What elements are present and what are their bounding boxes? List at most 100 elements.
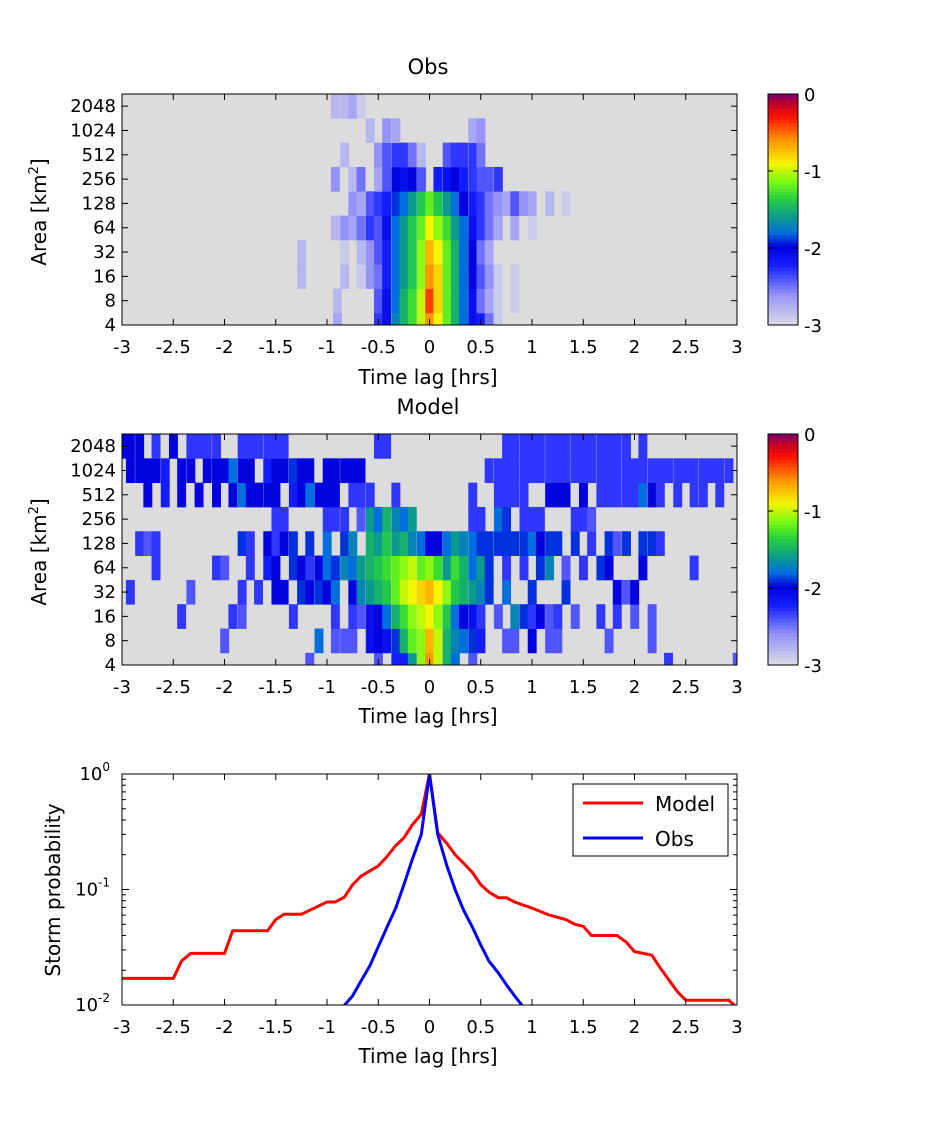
- obs-cell: [493, 264, 503, 289]
- model-y-tick-label: 512: [82, 485, 116, 506]
- obs-colorbar-segment: [768, 213, 798, 218]
- model-cell: [570, 531, 580, 556]
- obs-cell: [476, 215, 486, 241]
- obs-heatmap-cells: [297, 94, 571, 326]
- model-cell: [348, 628, 358, 654]
- model-cell: [450, 555, 460, 581]
- model-cell: [553, 482, 563, 508]
- model-cell: [630, 604, 640, 629]
- obs-cell: [340, 94, 350, 119]
- obs-cell: [433, 288, 443, 314]
- model-cell: [433, 628, 443, 654]
- obs-cell: [527, 191, 537, 216]
- obs-cell: [442, 142, 452, 168]
- model-cell: [570, 604, 580, 629]
- model-cell: [330, 555, 340, 581]
- obs-cell: [391, 191, 401, 216]
- model-cell: [587, 434, 597, 459]
- obs-cell: [391, 288, 401, 314]
- obs-cell: [468, 142, 478, 168]
- obs-cell: [407, 215, 417, 241]
- model-cell: [177, 458, 187, 484]
- model-cell: [604, 628, 614, 654]
- model-cell: [279, 434, 289, 459]
- model-cell: [271, 434, 281, 459]
- model-cell: [356, 555, 366, 581]
- model-cell: [245, 458, 255, 484]
- obs-cell: [476, 118, 486, 144]
- obs-x-tick-label: -0.5: [361, 337, 396, 358]
- model-cell: [655, 458, 665, 484]
- model-cell: [587, 531, 597, 556]
- model-colorbar-segment: [768, 498, 798, 504]
- obs-y-tick-label: 2048: [70, 96, 116, 117]
- obs-colorbar-segment: [768, 296, 798, 301]
- model-cell: [143, 531, 153, 556]
- model-colorbar-segment: [768, 545, 798, 550]
- obs-y-tick-label: 16: [93, 266, 116, 287]
- model-cell: [578, 555, 588, 581]
- line-x-tick-label: 2: [629, 1017, 640, 1038]
- model-cell: [135, 531, 145, 556]
- model-cell: [527, 458, 537, 484]
- model-cell: [391, 555, 401, 581]
- model-cell: [373, 531, 383, 556]
- obs-colorbar-segment: [768, 94, 798, 99]
- model-colorbar-segment: [768, 610, 798, 615]
- model-cell: [382, 434, 392, 459]
- obs-colorbar-segment: [768, 166, 798, 171]
- obs-cell: [468, 239, 478, 265]
- model-cell: [468, 652, 478, 666]
- model-cell: [570, 506, 580, 532]
- model-cell: [476, 531, 486, 556]
- obs-cell: [382, 191, 392, 216]
- model-cell: [612, 604, 622, 629]
- model-cell: [279, 531, 289, 556]
- model-cell: [519, 482, 529, 508]
- obs-colorbar-segment: [768, 158, 798, 164]
- obs-cell: [382, 142, 392, 168]
- obs-colorbar-segment: [768, 108, 798, 113]
- obs-y-tick-label: 64: [93, 218, 116, 239]
- model-cell: [212, 434, 221, 459]
- model-cell: [417, 628, 426, 654]
- model-cell: [373, 555, 383, 581]
- line-y-axis: 100 10-1 10-2: [75, 760, 737, 1016]
- model-cell: [450, 531, 460, 556]
- model-cell: [391, 506, 401, 532]
- model-cell: [604, 434, 614, 459]
- obs-x-tick-label: 1.5: [569, 337, 598, 358]
- obs-cell: [407, 142, 417, 168]
- model-colorbar-segment: [768, 444, 798, 449]
- model-colorbar-segment: [768, 657, 798, 662]
- obs-cell: [417, 215, 426, 241]
- obs-x-tick-label: -2.5: [156, 337, 191, 358]
- obs-x-tick-label: -3: [113, 337, 131, 358]
- obs-cell: [399, 142, 409, 168]
- model-cell: [545, 531, 555, 556]
- model-cell: [125, 579, 135, 605]
- model-colorbar-segment: [768, 437, 798, 442]
- model-colorbar-segment: [768, 462, 798, 467]
- obs-cell: [417, 142, 426, 168]
- model-cell: [545, 604, 555, 629]
- model-heatmap-panel: Model -3 -2.5 -2 -1.5 -1 -0.5 0 0.5 1 1.5 2 2.5 3 4 8…: [27, 395, 822, 728]
- model-cell: [271, 531, 281, 556]
- model-cell: [168, 434, 178, 459]
- obs-colorbar-segment: [768, 220, 798, 225]
- model-cell: [279, 506, 289, 532]
- model-cell: [271, 506, 281, 532]
- model-cell: [484, 555, 494, 581]
- model-colorbar-segment: [768, 531, 798, 536]
- model-colorbar-segment: [768, 654, 798, 659]
- model-colorbar-segment: [768, 466, 798, 471]
- obs-y-tick-label: 128: [82, 193, 116, 214]
- obs-colorbar-segment: [768, 155, 798, 160]
- model-cell: [450, 579, 460, 605]
- model-colorbar-frame: [767, 433, 799, 666]
- obs-cell: [417, 239, 426, 265]
- line-x-tick-label: 3: [731, 1017, 742, 1038]
- model-cell: [561, 579, 571, 605]
- obs-cell: [391, 264, 401, 289]
